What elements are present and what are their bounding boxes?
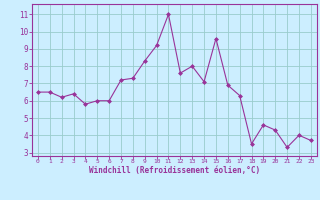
X-axis label: Windchill (Refroidissement éolien,°C): Windchill (Refroidissement éolien,°C) [89, 166, 260, 175]
